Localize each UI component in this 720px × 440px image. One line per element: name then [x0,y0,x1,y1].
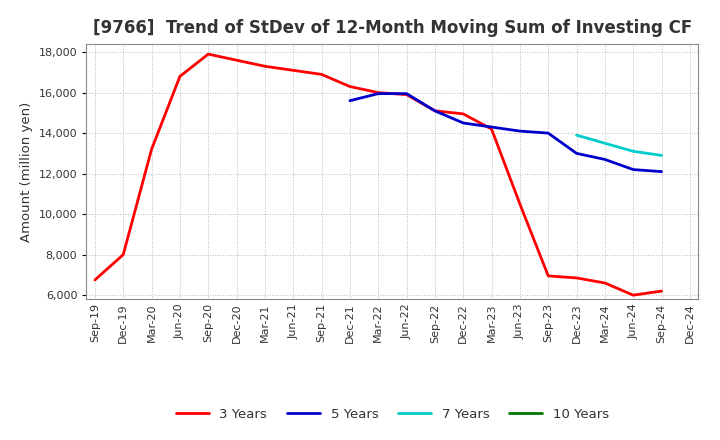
3 Years [176,74,184,79]
3 Years [459,111,467,117]
3 Years [346,84,354,89]
5 Years [346,98,354,103]
3 Years [629,293,637,298]
3 Years [402,92,411,97]
3 Years [544,273,552,279]
3 Years [233,58,241,63]
Legend: 3 Years, 5 Years, 7 Years, 10 Years: 3 Years, 5 Years, 7 Years, 10 Years [171,403,614,426]
5 Years [374,91,382,96]
5 Years [572,151,581,156]
3 Years [261,64,269,69]
5 Years [629,167,637,172]
5 Years [431,108,439,114]
3 Years [204,51,212,57]
Y-axis label: Amount (million yen): Amount (million yen) [20,102,33,242]
3 Years [657,289,666,294]
5 Years [459,121,467,126]
3 Years [318,72,326,77]
7 Years [572,132,581,138]
3 Years [289,68,297,73]
3 Years [119,252,127,257]
7 Years [657,153,666,158]
3 Years [91,277,99,282]
Line: 5 Years: 5 Years [350,94,662,172]
5 Years [402,91,411,96]
Line: 3 Years: 3 Years [95,54,662,295]
7 Years [600,141,609,146]
3 Years [148,147,156,152]
3 Years [431,108,439,114]
5 Years [544,131,552,136]
5 Years [487,125,496,130]
5 Years [657,169,666,174]
Line: 7 Years: 7 Years [577,135,662,155]
5 Years [516,128,524,134]
3 Years [600,280,609,286]
3 Years [487,126,496,132]
3 Years [572,275,581,281]
Title: [9766]  Trend of StDev of 12-Month Moving Sum of Investing CF: [9766] Trend of StDev of 12-Month Moving… [93,19,692,37]
5 Years [600,157,609,162]
3 Years [516,202,524,207]
7 Years [629,149,637,154]
3 Years [374,90,382,95]
